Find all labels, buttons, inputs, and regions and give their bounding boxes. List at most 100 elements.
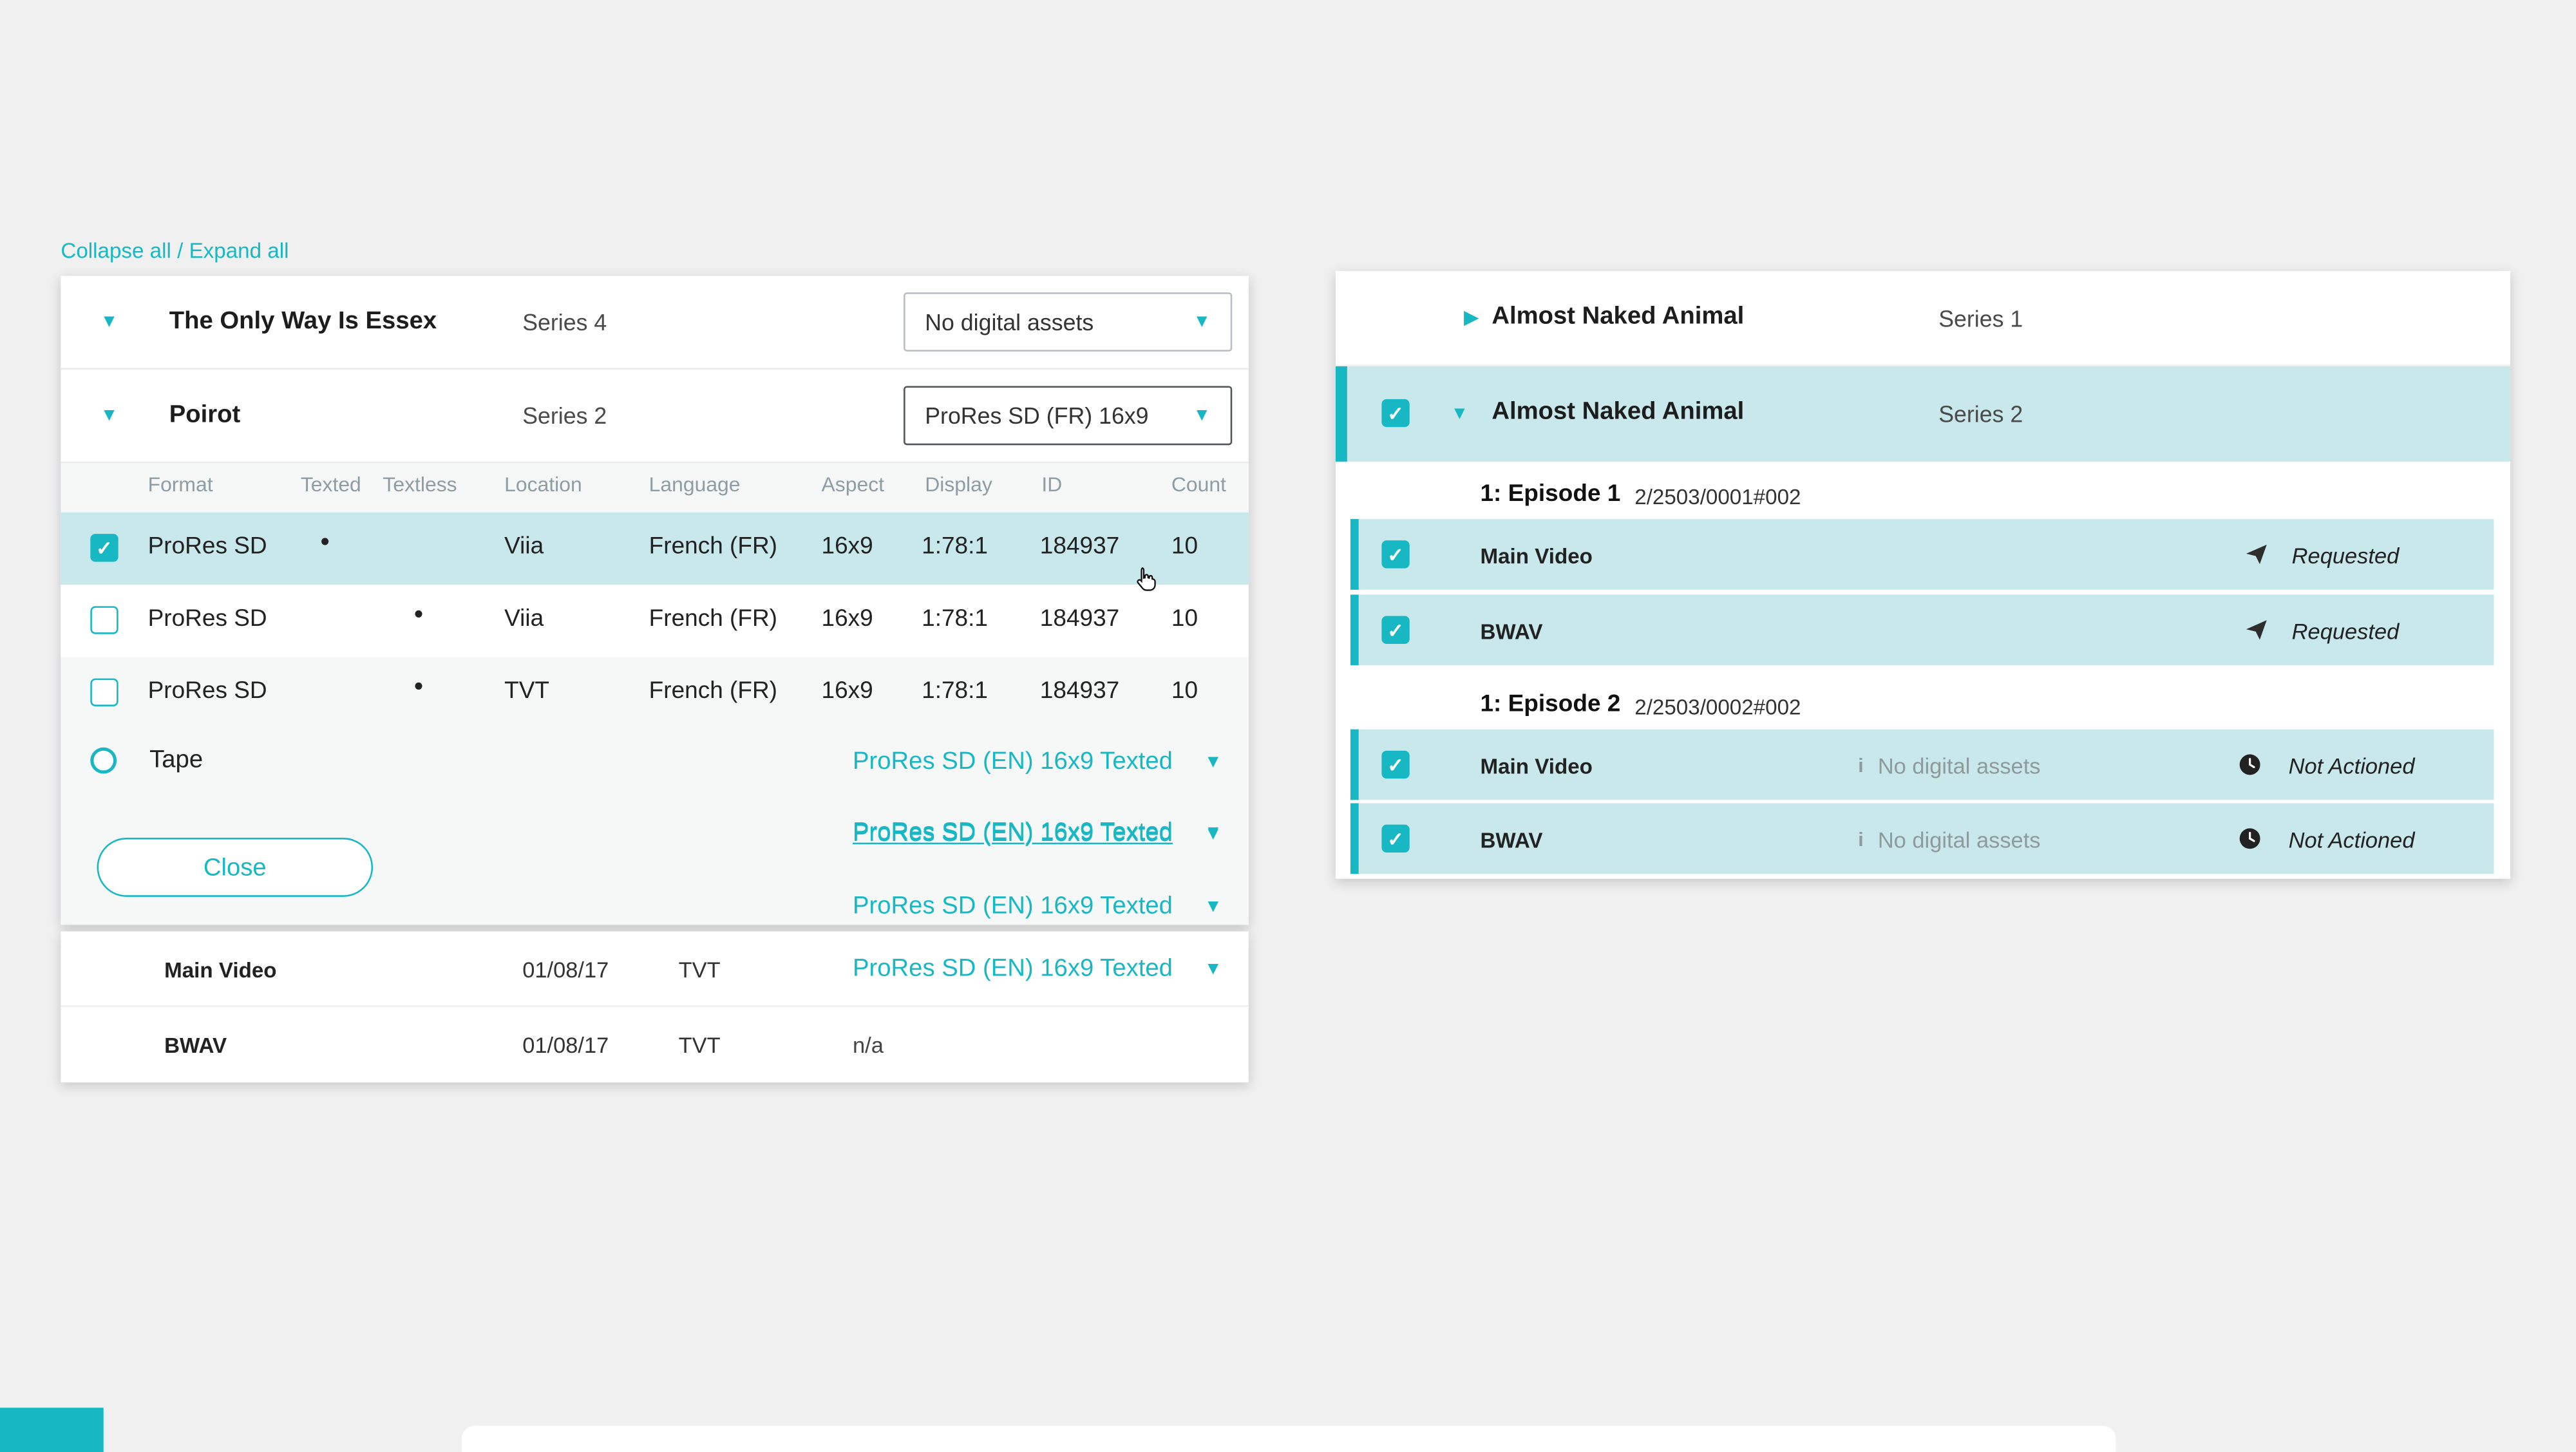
chevron-down-icon[interactable]: ▼	[100, 312, 118, 332]
episode-title: 1: Episode 2	[1480, 691, 1621, 718]
format-select-link[interactable]: ProRes SD (EN) 16x9 Texted	[852, 747, 1173, 776]
item-checkbox-checked[interactable]: ✓	[1381, 616, 1410, 644]
textless-bullet: •	[413, 673, 424, 702]
show-series: Series 1	[1938, 305, 2023, 332]
cell-count: 10	[1171, 678, 1198, 705]
cell-display: 1:78:1	[922, 678, 988, 705]
cell-id: 184937	[1039, 606, 1120, 633]
tape-label: Tape	[149, 746, 204, 774]
cell-language: French (FR)	[649, 534, 778, 560]
episode-item-row[interactable]: ✓ Main Video i No digital assets Not Act…	[1350, 729, 2494, 800]
show-series: Series 2	[1938, 401, 2023, 428]
show-series: Series 4	[522, 308, 607, 335]
show-title: Almost Naked Animal	[1492, 302, 1745, 330]
send-icon	[2246, 620, 2267, 640]
chevron-down-icon[interactable]: ▼	[1204, 959, 1222, 979]
col-header-count: Count	[1171, 473, 1226, 496]
chevron-down-icon: ▼	[1193, 406, 1211, 426]
format-dropdown[interactable]: ProRes SD (FR) 16x9 ▼	[904, 386, 1233, 446]
cell-format: ProRes SD	[147, 534, 267, 560]
cell-language: French (FR)	[649, 678, 778, 705]
item-label: Main Video	[1480, 543, 1593, 569]
cell-location: Viia	[504, 534, 544, 560]
row-checkbox-checked[interactable]: ✓	[90, 534, 118, 562]
tape-radio[interactable]	[90, 747, 117, 774]
show-row-poirot[interactable]: ▼ Poirot Series 2 ProRes SD (FR) 16x9 ▼	[61, 369, 1249, 464]
clock-icon	[2239, 754, 2260, 775]
media-date: 01/08/17	[522, 1033, 609, 1058]
show-checkbox-checked[interactable]: ✓	[1381, 399, 1410, 428]
table-row[interactable]: ProRes SD • Viia French (FR) 16x9 1:78:1…	[61, 585, 1249, 657]
bottom-accent-block	[0, 1408, 104, 1452]
col-header-textless: Textless	[383, 473, 457, 496]
row-checkbox-unchecked[interactable]	[90, 678, 118, 706]
media-label: Main Video	[164, 957, 277, 983]
chevron-down-icon: ▼	[1193, 312, 1211, 332]
media-items-panel: Main Video 01/08/17 TVT ProRes SD (EN) 1…	[61, 931, 1249, 1083]
episode-code: 2/2503/0002#002	[1634, 695, 1801, 720]
format-table: Format Texted Textless Location Language…	[61, 463, 1249, 925]
shows-panel-right: ▶ Almost Naked Animal Series 1 ✓ ▼ Almos…	[1335, 270, 2510, 879]
info-icon: i	[1858, 827, 1864, 851]
expand-all-link[interactable]: Expand all	[189, 238, 289, 263]
media-item-row: BWAV 01/08/17 TVT n/a	[61, 1007, 1248, 1082]
chevron-down-icon[interactable]: ▼	[1204, 823, 1222, 843]
col-header-aspect: Aspect	[821, 473, 885, 496]
table-row[interactable]: ✓ ProRes SD • Viia French (FR) 16x9 1:78…	[61, 512, 1249, 585]
no-assets-note: No digital assets	[1877, 827, 2041, 853]
close-button-label: Close	[203, 853, 267, 882]
table-row[interactable]: ProRes SD • TVT French (FR) 16x9 1:78:1 …	[61, 657, 1248, 729]
status-text: Not Actioned	[2288, 827, 2415, 853]
col-header-location: Location	[504, 473, 582, 496]
close-button[interactable]: Close	[97, 838, 374, 897]
play-expand-icon[interactable]: ▶	[1463, 305, 1479, 329]
cell-format: ProRes SD	[147, 606, 267, 633]
chevron-down-icon[interactable]: ▼	[1204, 752, 1222, 772]
format-select-link[interactable]: ProRes SD (EN) 16x9 Texted	[852, 892, 1173, 920]
textless-bullet: •	[413, 601, 424, 630]
episode-item-row[interactable]: ✓ Main Video Requested	[1350, 519, 2494, 590]
texted-bullet: •	[320, 529, 330, 557]
show-title: The Only Way Is Essex	[169, 307, 437, 335]
digital-assets-dropdown[interactable]: No digital assets ▼	[904, 292, 1233, 352]
col-header-display: Display	[925, 473, 992, 496]
collapse-all-link[interactable]: Collapse all	[61, 238, 171, 263]
item-label: BWAV	[1480, 619, 1543, 644]
collapse-expand-bar: Collapse all / Expand all	[61, 238, 289, 263]
item-label: Main Video	[1480, 753, 1593, 779]
item-checkbox-checked[interactable]: ✓	[1381, 750, 1410, 779]
shows-panel-left: ▼ The Only Way Is Essex Series 4 No digi…	[61, 276, 1249, 925]
episode-title: 1: Episode 1	[1480, 481, 1621, 508]
format-select-link[interactable]: ProRes SD (EN) 16x9 Texted	[852, 818, 1173, 846]
cell-display: 1:78:1	[922, 606, 988, 633]
format-select-link-hover[interactable]: ProRes SD (EN) 16x9 Texted	[852, 819, 1173, 848]
item-checkbox-checked[interactable]: ✓	[1381, 824, 1410, 853]
show-series: Series 2	[522, 402, 607, 429]
row-checkbox-unchecked[interactable]	[90, 606, 118, 634]
media-location: TVT	[678, 1033, 721, 1058]
item-label: BWAV	[1480, 827, 1543, 853]
format-select-link[interactable]: ProRes SD (EN) 16x9 Texted	[852, 954, 1173, 983]
chevron-down-icon[interactable]: ▼	[100, 406, 118, 426]
episode-item-row[interactable]: ✓ BWAV i No digital assets Not Actioned	[1350, 803, 2494, 874]
cursor-hand-icon	[1137, 567, 1156, 591]
separator: /	[177, 238, 184, 263]
cell-count: 10	[1171, 534, 1198, 560]
media-item-row: Main Video 01/08/17 TVT ProRes SD (EN) 1…	[61, 931, 1249, 1007]
show-row-collapsed[interactable]: ▶ Almost Naked Animal Series 1	[1335, 270, 2510, 366]
item-checkbox-checked[interactable]: ✓	[1381, 540, 1410, 569]
chevron-down-icon[interactable]: ▼	[1204, 896, 1222, 917]
cell-id: 184937	[1039, 534, 1120, 560]
media-label: BWAV	[164, 1033, 227, 1058]
show-row-expanded[interactable]: ✓ ▼ Almost Naked Animal Series 2	[1335, 366, 2510, 462]
show-row-essex[interactable]: ▼ The Only Way Is Essex Series 4 No digi…	[61, 276, 1249, 370]
chevron-down-icon[interactable]: ▼	[1204, 824, 1222, 845]
selection-accent-bar	[1335, 366, 1347, 462]
chevron-down-icon[interactable]: ▼	[1450, 404, 1469, 424]
col-header-texted: Texted	[300, 473, 361, 496]
episode-item-row[interactable]: ✓ BWAV Requested	[1350, 594, 2494, 666]
show-title: Poirot	[169, 401, 241, 429]
cell-language: French (FR)	[649, 606, 778, 633]
col-header-language: Language	[649, 473, 741, 496]
